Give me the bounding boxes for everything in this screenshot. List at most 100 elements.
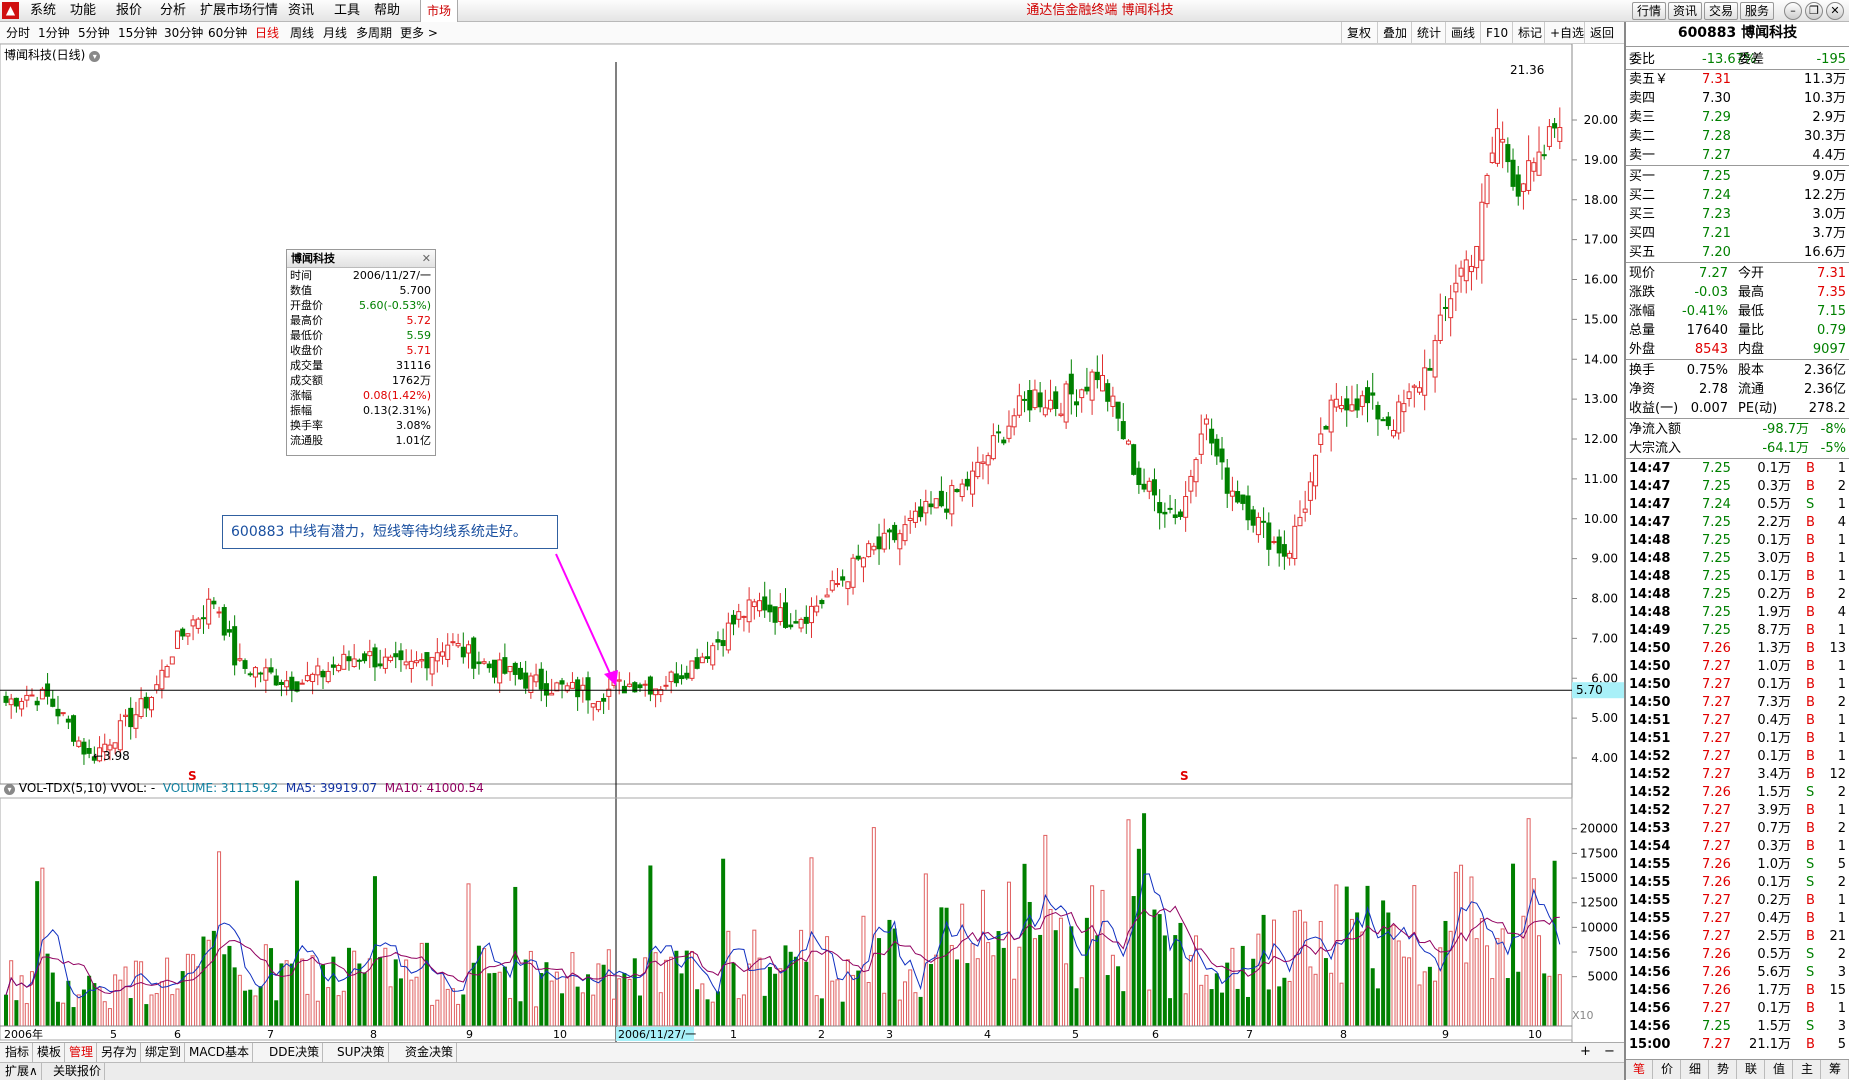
menu-item-6[interactable]: 工具 — [334, 3, 361, 18]
candle-body — [60, 712, 66, 715]
candle-body — [767, 604, 773, 613]
volume-bar — [497, 971, 502, 1027]
candle-body — [751, 601, 757, 608]
volume-bar — [1204, 974, 1209, 1027]
tool-3[interactable]: 画线 — [1445, 22, 1480, 44]
market-tab[interactable]: 市场 — [420, 0, 458, 22]
candle-body — [133, 714, 139, 729]
volume-settings-icon[interactable]: ▾ — [4, 784, 15, 795]
restore-icon[interactable]: ❐ — [1805, 2, 1823, 20]
candle-body — [102, 743, 108, 753]
top-button-3[interactable]: 服务 — [1740, 2, 1775, 20]
bottom-tab-8[interactable]: 资金决策 — [402, 1043, 458, 1062]
volume-bar — [1474, 938, 1479, 1027]
menu-item-7[interactable]: 帮助 — [374, 3, 401, 18]
period-1[interactable]: 1分钟 — [38, 26, 70, 40]
tick-row: 14:47 7.25 2.2万 B 4 — [1626, 514, 1849, 532]
quote-tab-0[interactable]: 笔 — [1626, 1060, 1653, 1079]
candle-body — [1079, 389, 1085, 399]
volume-bar — [554, 971, 559, 1027]
app-logo-icon[interactable]: ▲ — [2, 2, 19, 19]
menu-item-5[interactable]: 资讯 — [288, 3, 315, 18]
period-8[interactable]: 月线 — [323, 26, 348, 40]
bottom-tab-5[interactable]: MACD基本 — [186, 1043, 253, 1062]
period-3[interactable]: 15分钟 — [118, 26, 158, 40]
menu-item-1[interactable]: 功能 — [70, 3, 97, 18]
tool-1[interactable]: 叠加 — [1377, 22, 1412, 44]
volume-bar — [695, 989, 700, 1027]
volume-bar — [45, 953, 50, 1027]
kline-chart[interactable]: 20.0019.0018.0017.0016.0015.0014.0013.00… — [0, 44, 1624, 1042]
tool-6[interactable]: +自选 — [1544, 22, 1589, 44]
tooltip-row: 时间 2006/11/27/一 — [287, 268, 435, 283]
volume-frame — [0, 797, 1573, 1041]
top-button-2[interactable]: 交易 — [1704, 2, 1739, 20]
volume-indicator-name[interactable]: VOL-TDX(5,10) VVOL: - — [18, 781, 156, 795]
tool-2[interactable]: 统计 — [1411, 22, 1446, 44]
menu-item-2[interactable]: 报价 — [116, 3, 143, 18]
period-7[interactable]: 周线 — [290, 26, 315, 40]
bottom-tab-2[interactable]: 管理 — [66, 1043, 98, 1062]
candle-body — [1032, 389, 1038, 409]
menu-item-4[interactable]: 扩展市场行情 — [200, 3, 279, 18]
menu-item-0[interactable]: 系统 — [30, 3, 57, 18]
y-tick-label: 12.00 — [1584, 432, 1618, 446]
tick-volume: 0.3万 — [1757, 479, 1791, 494]
candle-body — [829, 580, 835, 591]
tooltip-close-icon[interactable]: ✕ — [421, 252, 431, 265]
period-9[interactable]: 多周期 — [356, 26, 393, 40]
top-button-1[interactable]: 资讯 — [1668, 2, 1703, 20]
tool-7[interactable]: 返回 — [1584, 22, 1619, 44]
candle-body — [944, 508, 950, 513]
sell-label: 卖一 — [1629, 148, 1656, 163]
close-icon[interactable]: ✕ — [1826, 2, 1844, 20]
minimize-icon[interactable]: – — [1784, 2, 1802, 20]
quote-tab-2[interactable]: 细 — [1682, 1060, 1709, 1079]
quote-tab-4[interactable]: 联 — [1738, 1060, 1765, 1079]
annotation-box[interactable]: 600883 中线有潜力，短线等待均线系统走好。 — [222, 515, 558, 549]
stat-label-2: 流通 — [1738, 382, 1765, 397]
candle-body — [1484, 174, 1490, 205]
period-2[interactable]: 5分钟 — [78, 26, 110, 40]
tooltip-row: 最低价 5.59 — [287, 328, 435, 343]
period-0[interactable]: 分时 — [6, 26, 31, 40]
tool-4[interactable]: F10 — [1480, 22, 1513, 44]
candle-body — [990, 435, 996, 460]
candle-body — [580, 684, 586, 691]
candle-body — [512, 662, 518, 675]
period-6[interactable]: 日线 — [255, 26, 280, 40]
tool-0[interactable]: 复权 — [1341, 22, 1376, 44]
quote-tab-3[interactable]: 势 — [1710, 1060, 1737, 1079]
quote-tab-5[interactable]: 值 — [1766, 1060, 1793, 1079]
volume-bar — [1090, 885, 1095, 1027]
zoom-in-icon[interactable]: + — [1580, 1044, 1591, 1059]
candle-body — [668, 671, 674, 683]
chart-settings-icon[interactable]: ▾ — [89, 51, 101, 62]
period-5[interactable]: 60分钟 — [208, 26, 248, 40]
menu-item-3[interactable]: 分析 — [160, 3, 187, 18]
candle-body — [185, 633, 191, 637]
candle-body — [1255, 516, 1261, 536]
top-button-0[interactable]: 行情 — [1632, 2, 1667, 20]
tool-5[interactable]: 标记 — [1512, 22, 1547, 44]
tick-row: 14:47 7.25 0.1万 B 1 — [1626, 460, 1849, 478]
bottom2-tab-1[interactable]: 关联报价 — [50, 1063, 106, 1080]
candle-body — [1437, 314, 1443, 341]
quote-tab-6[interactable]: 主 — [1794, 1060, 1821, 1079]
bottom-tab-6[interactable]: DDE决策 — [266, 1043, 324, 1062]
stat-row: 收益(一) 0.007 PE(动) 278.2 — [1626, 399, 1849, 418]
bottom-tab-7[interactable]: SUP决策 — [334, 1043, 389, 1062]
period-4[interactable]: 30分钟 — [164, 26, 204, 40]
bottom-tab-4[interactable]: 绑定到 — [142, 1043, 186, 1062]
bottom-tab-3[interactable]: 另存为 — [98, 1043, 142, 1062]
candle-body — [1416, 387, 1422, 393]
candle-body — [1198, 433, 1204, 455]
bottom-tab-1[interactable]: 模板 — [34, 1043, 66, 1062]
zoom-out-icon[interactable]: − — [1604, 1044, 1615, 1059]
quote-tab-7[interactable]: 筹 — [1822, 1060, 1849, 1079]
flow-label: 大宗流入 — [1629, 441, 1682, 456]
bottom2-tab-0[interactable]: 扩展∧ — [2, 1063, 42, 1080]
period-10[interactable]: 更多 > — [400, 26, 438, 40]
quote-tab-1[interactable]: 价 — [1654, 1060, 1681, 1079]
bottom-tab-0[interactable]: 指标 — [2, 1043, 34, 1062]
